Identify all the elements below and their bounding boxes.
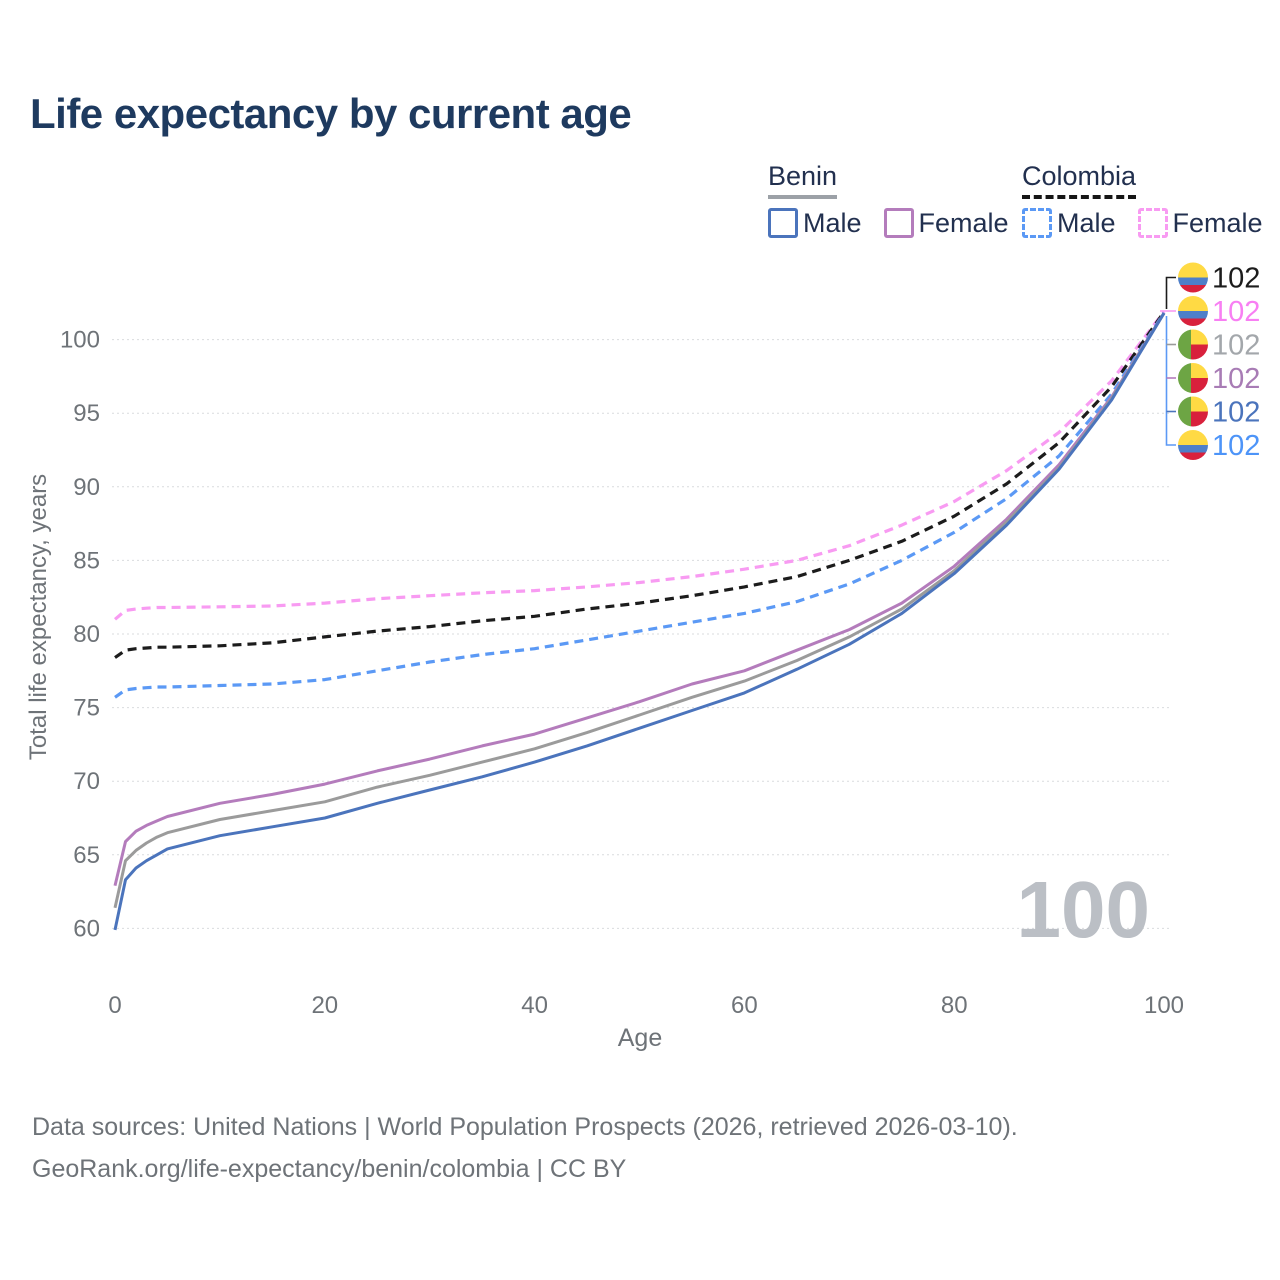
legend-checkbox-colombia-female[interactable]	[1137, 208, 1168, 239]
legend-item-label: Male	[803, 207, 862, 238]
y-tick-label: 75	[73, 695, 100, 722]
end-label-value: 102	[1212, 263, 1260, 295]
y-tick-label: 90	[73, 474, 100, 501]
x-tick-label: 80	[941, 992, 968, 1019]
legend-item-benin-male[interactable]: Male	[768, 208, 862, 239]
series-line-benin-female	[113, 312, 1166, 887]
footer-data-sources: Data sources: United Nations | World Pop…	[32, 1113, 1018, 1141]
legend-item-label: Female	[918, 207, 1009, 238]
y-tick-label: 95	[73, 400, 100, 427]
flag-icon-benin	[1178, 396, 1208, 427]
y-tick-label: 80	[73, 621, 100, 648]
footer-attribution: GeoRank.org/life-expectancy/benin/colomb…	[32, 1155, 627, 1183]
x-tick-label: 60	[731, 992, 758, 1019]
series-line-colombia-total	[114, 310, 1166, 659]
footer: Data sources: United Nations | World Pop…	[32, 1106, 1232, 1190]
legend-checkbox-colombia-male[interactable]	[1022, 208, 1052, 239]
end-label-value: 102	[1212, 330, 1260, 362]
x-tick-label: 0	[108, 992, 121, 1019]
flag-icon-colombia	[1178, 296, 1208, 326]
legend-group-benin: Benin Male Female	[768, 161, 1009, 239]
legend-item-label: Female	[1172, 207, 1263, 238]
flag-icon-benin	[1178, 363, 1208, 393]
page-title: Life expectancy by current age	[30, 90, 632, 137]
legend-item-colombia-male[interactable]: Male	[1022, 208, 1116, 239]
legend-checkbox-benin-female[interactable]	[883, 208, 914, 239]
end-label-connector	[1165, 316, 1176, 446]
legend-item-benin-female[interactable]: Female	[883, 207, 1009, 239]
x-tick-label: 40	[521, 992, 548, 1019]
series-line-benin-total	[113, 312, 1166, 909]
legend-group-header-colombia: Colombia	[1022, 161, 1137, 199]
y-tick-label: 70	[73, 768, 100, 795]
y-tick-label: 65	[73, 842, 100, 869]
end-label-value: 102	[1212, 430, 1260, 462]
series-line-benin-male	[113, 312, 1166, 931]
legend-item-label: Male	[1057, 207, 1116, 238]
x-axis-title: Age	[618, 1024, 662, 1052]
y-tick-label: 100	[60, 327, 100, 354]
series-line-colombia-female	[113, 310, 1166, 621]
x-tick-label: 100	[1144, 992, 1184, 1019]
flag-icon-colombia	[1178, 262, 1208, 293]
age-watermark: 100	[1016, 865, 1150, 954]
flag-icon-benin	[1178, 329, 1208, 360]
end-label-connector	[1165, 276, 1176, 309]
legend-item-colombia-female[interactable]: Female	[1137, 207, 1263, 239]
legend-group-header-benin: Benin	[768, 161, 838, 199]
end-label-value: 102	[1212, 296, 1260, 328]
end-label-value: 102	[1212, 363, 1260, 395]
x-tick-label: 20	[311, 992, 338, 1019]
series-line-colombia-male	[114, 311, 1166, 699]
legend-checkbox-benin-male[interactable]	[768, 208, 798, 239]
end-label-value: 102	[1212, 397, 1260, 429]
y-axis-title: Total life expectancy, years	[25, 474, 52, 760]
y-tick-label: 85	[73, 547, 100, 574]
legend-group-colombia: Colombia Male Female	[1022, 161, 1263, 239]
flag-icon-colombia	[1178, 430, 1208, 460]
y-tick-label: 60	[73, 915, 100, 942]
